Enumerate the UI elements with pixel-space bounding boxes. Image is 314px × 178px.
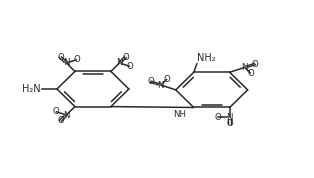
Text: O: O bbox=[57, 116, 64, 125]
Text: O: O bbox=[214, 113, 221, 122]
Text: O: O bbox=[226, 119, 233, 128]
Text: O: O bbox=[73, 55, 80, 64]
Text: N: N bbox=[226, 113, 233, 122]
Text: O: O bbox=[127, 62, 133, 71]
Text: NH₂: NH₂ bbox=[198, 53, 216, 63]
Text: H₂N: H₂N bbox=[22, 84, 41, 94]
Text: N: N bbox=[158, 80, 164, 90]
Text: O: O bbox=[122, 53, 129, 62]
Text: O: O bbox=[147, 77, 154, 86]
Text: O: O bbox=[252, 60, 258, 69]
Text: O: O bbox=[247, 69, 254, 78]
Text: O: O bbox=[163, 75, 170, 84]
Text: N: N bbox=[63, 111, 70, 119]
Text: N: N bbox=[116, 59, 123, 67]
Text: N: N bbox=[63, 59, 70, 67]
Text: O: O bbox=[57, 53, 64, 62]
Text: O: O bbox=[53, 107, 59, 116]
Text: N: N bbox=[241, 63, 248, 72]
Text: NH: NH bbox=[173, 110, 186, 119]
